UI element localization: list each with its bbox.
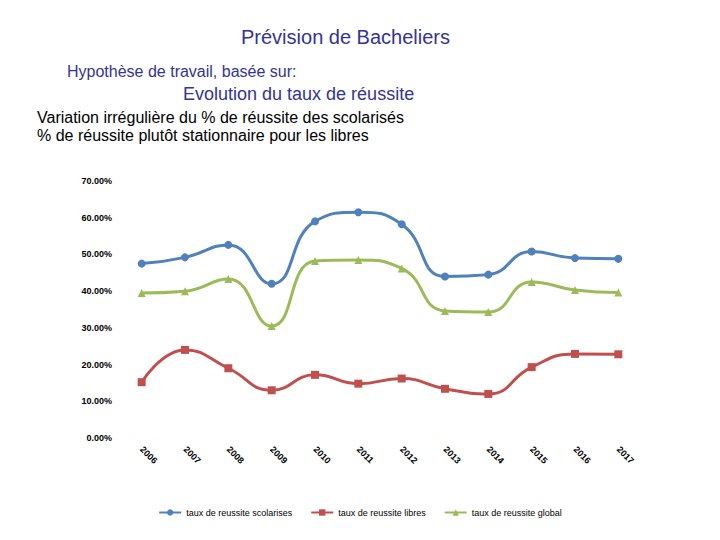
svg-text:2012: 2012 <box>398 444 419 465</box>
svg-text:Prévision de Bacheliers: Prévision de Bacheliers <box>241 26 450 48</box>
svg-text:2011: 2011 <box>355 444 376 465</box>
svg-text:2014: 2014 <box>485 444 506 465</box>
svg-text:70.00%: 70.00% <box>81 176 112 186</box>
svg-text:0.00%: 0.00% <box>86 433 112 443</box>
svg-text:taux de reussite global: taux de reussite global <box>472 508 562 518</box>
svg-text:60.00%: 60.00% <box>81 213 112 223</box>
svg-text:taux de reussite libres: taux de reussite libres <box>338 508 426 518</box>
svg-text:Hypothèse de travail, basée su: Hypothèse de travail, basée sur: <box>67 63 296 80</box>
svg-text:2007: 2007 <box>181 444 202 465</box>
svg-text:2017: 2017 <box>615 444 636 465</box>
svg-text:% de réussite plutôt stationna: % de réussite plutôt stationnaire pour l… <box>37 127 369 144</box>
svg-text:2009: 2009 <box>268 444 289 465</box>
svg-text:2006: 2006 <box>138 444 159 465</box>
svg-text:Evolution du taux de réussite: Evolution du taux de réussite <box>183 84 414 104</box>
svg-text:30.00%: 30.00% <box>81 323 112 333</box>
svg-text:50.00%: 50.00% <box>81 249 112 259</box>
svg-text:20.00%: 20.00% <box>81 360 112 370</box>
svg-text:2015: 2015 <box>528 444 549 465</box>
svg-text:2013: 2013 <box>441 444 462 465</box>
svg-text:2008: 2008 <box>225 444 246 465</box>
svg-text:2016: 2016 <box>571 444 592 465</box>
svg-text:10.00%: 10.00% <box>81 396 112 406</box>
svg-text:2010: 2010 <box>311 444 332 465</box>
svg-text:Variation irrégulière du % de: Variation irrégulière du % de réussite d… <box>37 109 404 126</box>
svg-text:40.00%: 40.00% <box>81 286 112 296</box>
svg-text:taux de reussite scolarises: taux de reussite scolarises <box>186 508 293 518</box>
